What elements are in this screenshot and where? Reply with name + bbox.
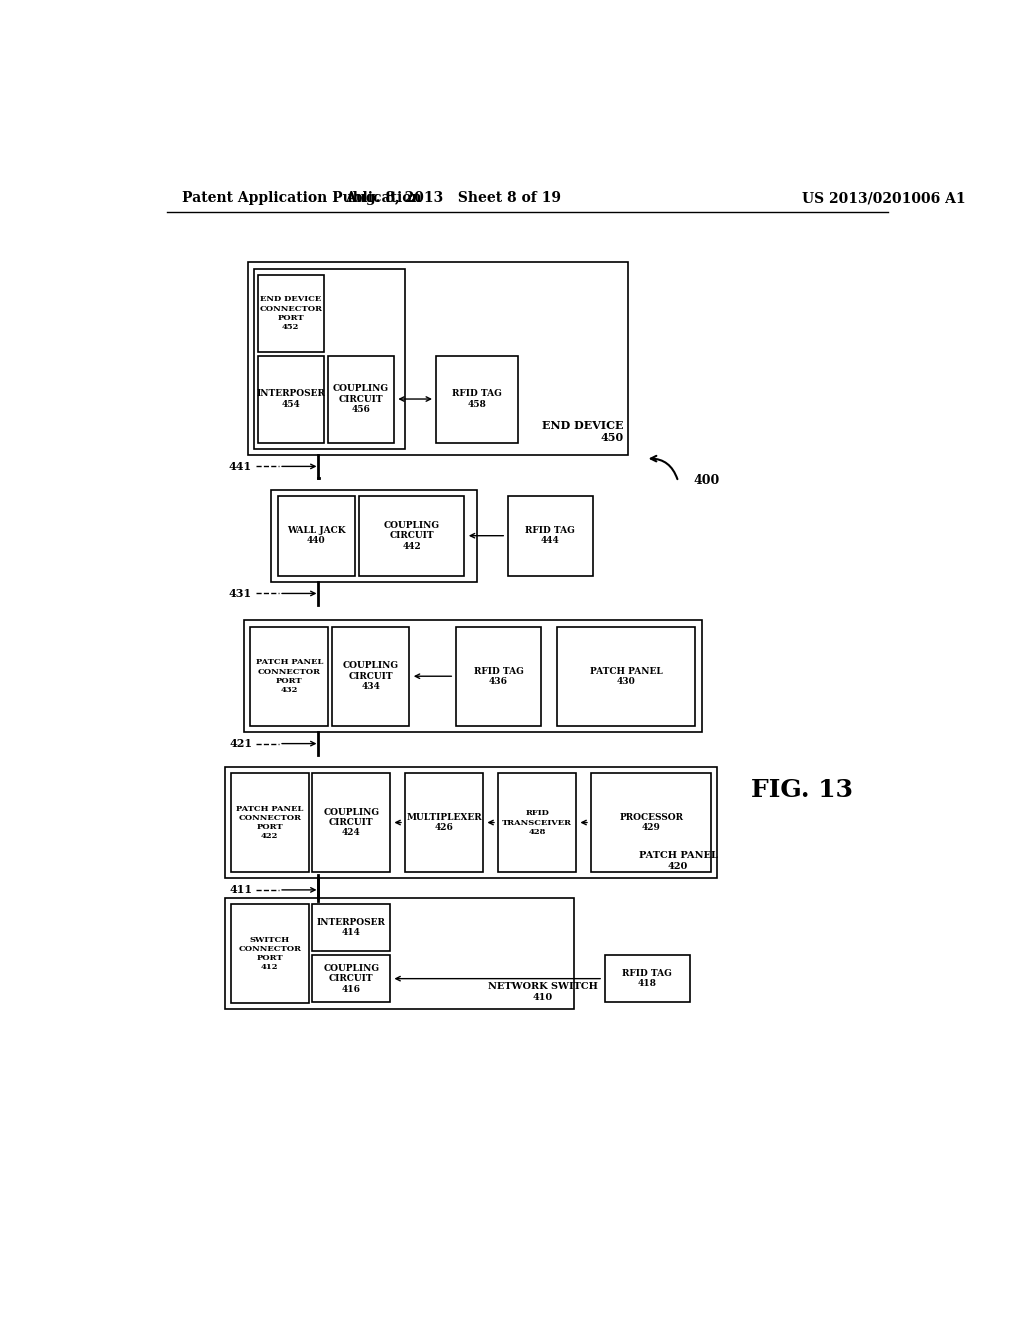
Text: COUPLING
CIRCUIT
456: COUPLING CIRCUIT 456: [333, 384, 389, 414]
Bar: [225, 767, 717, 878]
Bar: [406, 774, 483, 873]
Bar: [258, 355, 324, 442]
Text: 431: 431: [229, 587, 252, 599]
Text: RFID
TRANSCEIVER
428: RFID TRANSCEIVER 428: [502, 809, 572, 836]
Bar: [254, 268, 406, 449]
Bar: [258, 275, 324, 351]
Text: COUPLING
CIRCUIT
442: COUPLING CIRCUIT 442: [384, 521, 439, 550]
Text: COUPLING
CIRCUIT
424: COUPLING CIRCUIT 424: [324, 808, 379, 837]
Text: RFID TAG
444: RFID TAG 444: [525, 525, 575, 545]
Bar: [456, 627, 541, 726]
Bar: [231, 904, 308, 1003]
Text: RFID TAG
436: RFID TAG 436: [473, 667, 523, 686]
Bar: [604, 954, 690, 1002]
Text: 411: 411: [229, 884, 252, 895]
Text: 441: 441: [229, 461, 252, 473]
Bar: [359, 496, 464, 576]
Bar: [312, 954, 390, 1002]
Text: 421: 421: [229, 738, 252, 750]
Bar: [312, 904, 390, 952]
Bar: [231, 774, 308, 873]
Text: INTERPOSER
454: INTERPOSER 454: [256, 389, 326, 409]
Text: Aug. 8, 2013   Sheet 8 of 19: Aug. 8, 2013 Sheet 8 of 19: [345, 191, 561, 206]
Text: SWITCH
CONNECTOR
PORT
412: SWITCH CONNECTOR PORT 412: [239, 936, 301, 972]
Text: COUPLING
CIRCUIT
416: COUPLING CIRCUIT 416: [324, 964, 379, 994]
Text: END DEVICE
450: END DEVICE 450: [543, 420, 624, 444]
Text: END DEVICE
CONNECTOR
PORT
452: END DEVICE CONNECTOR PORT 452: [259, 296, 323, 331]
Bar: [332, 627, 410, 726]
Text: FIG. 13: FIG. 13: [752, 777, 853, 801]
Text: INTERPOSER
414: INTERPOSER 414: [316, 917, 386, 937]
Bar: [245, 620, 701, 733]
Text: NETWORK SWITCH
410: NETWORK SWITCH 410: [487, 982, 598, 1002]
Bar: [436, 355, 518, 442]
Bar: [557, 627, 695, 726]
Bar: [251, 627, 328, 726]
Text: PROCESSOR
429: PROCESSOR 429: [620, 813, 683, 832]
Bar: [225, 898, 573, 1010]
Bar: [499, 774, 575, 873]
Text: PATCH PANEL
420: PATCH PANEL 420: [639, 851, 718, 871]
Text: PATCH PANEL
CONNECTOR
PORT
422: PATCH PANEL CONNECTOR PORT 422: [237, 805, 303, 841]
Text: PATCH PANEL
CONNECTOR
PORT
432: PATCH PANEL CONNECTOR PORT 432: [256, 659, 323, 694]
Bar: [278, 496, 355, 576]
Text: PATCH PANEL
430: PATCH PANEL 430: [590, 667, 663, 686]
Text: RFID TAG
418: RFID TAG 418: [623, 969, 672, 989]
Bar: [592, 774, 711, 873]
Bar: [312, 774, 390, 873]
Text: US 2013/0201006 A1: US 2013/0201006 A1: [802, 191, 966, 206]
Bar: [271, 490, 477, 582]
Text: WALL JACK
440: WALL JACK 440: [287, 525, 346, 545]
Text: 400: 400: [693, 474, 720, 487]
Bar: [508, 496, 593, 576]
Text: RFID TAG
458: RFID TAG 458: [453, 389, 502, 409]
Bar: [328, 355, 394, 442]
Text: Patent Application Publication: Patent Application Publication: [182, 191, 422, 206]
Bar: [248, 263, 628, 455]
Text: COUPLING
CIRCUIT
434: COUPLING CIRCUIT 434: [342, 661, 398, 692]
Text: MULTIPLEXER
426: MULTIPLEXER 426: [407, 813, 482, 832]
